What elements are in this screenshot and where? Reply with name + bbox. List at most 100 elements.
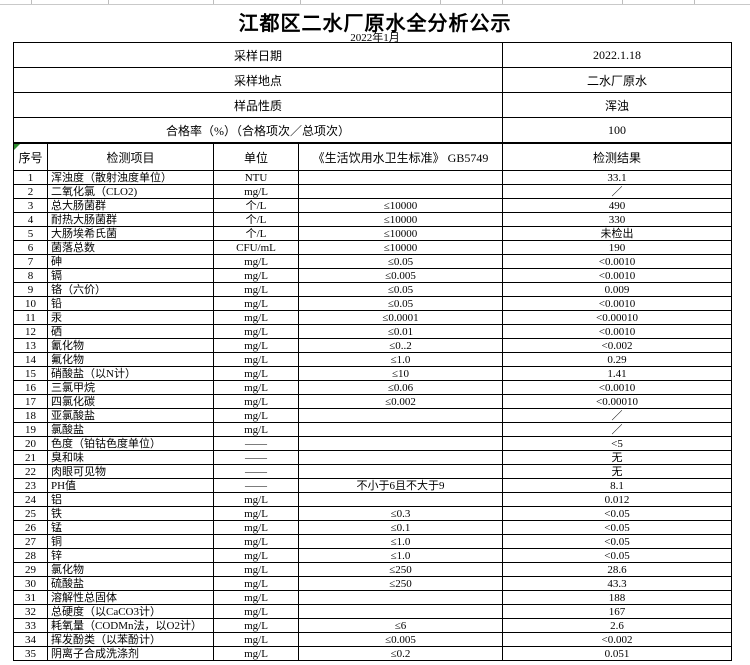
spreadsheet-gridline-strip bbox=[0, 0, 750, 5]
table-row: 3 总大肠菌群 个/L ≤10000 490 bbox=[13, 198, 732, 213]
row-item: 氰化物 bbox=[47, 338, 214, 353]
sampling-info-table: 采样日期 2022.1.18 采样地点 二水厂原水 样品性质 浑浊 合格率（%）… bbox=[13, 42, 732, 143]
row-result: 1.41 bbox=[502, 366, 732, 381]
row-item: 硒 bbox=[47, 324, 214, 339]
row-no: 20 bbox=[13, 436, 48, 451]
row-unit: 个/L bbox=[213, 198, 299, 213]
row-item: 氯化物 bbox=[47, 562, 214, 577]
row-unit: mg/L bbox=[213, 604, 299, 619]
row-standard: ≤0.2 bbox=[298, 646, 503, 661]
row-item: 阴离子合成洗涤剂 bbox=[47, 646, 214, 661]
row-item: 汞 bbox=[47, 310, 214, 325]
table-row: 21 臭和味 —— 无 bbox=[13, 450, 732, 465]
row-unit: mg/L bbox=[213, 324, 299, 339]
row-standard: ≤10000 bbox=[298, 240, 503, 255]
row-standard: ≤0.05 bbox=[298, 254, 503, 269]
row-standard: ≤10000 bbox=[298, 226, 503, 241]
row-unit: mg/L bbox=[213, 408, 299, 423]
info-label: 合格率（%）（合格项次／总项次） bbox=[13, 117, 503, 143]
row-no: 24 bbox=[13, 492, 48, 507]
row-item: 铬（六价） bbox=[47, 282, 214, 297]
row-result: <0.05 bbox=[502, 506, 732, 521]
row-item: 硫酸盐 bbox=[47, 576, 214, 591]
row-no: 28 bbox=[13, 548, 48, 563]
row-result: 490 bbox=[502, 198, 732, 213]
row-standard bbox=[298, 184, 503, 199]
row-result: 0.29 bbox=[502, 352, 732, 367]
row-no: 12 bbox=[13, 324, 48, 339]
page-title: 江都区二水厂原水全分析公示 bbox=[238, 13, 512, 35]
row-unit: mg/L bbox=[213, 506, 299, 521]
row-unit: mg/L bbox=[213, 338, 299, 353]
excel-error-triangle-icon bbox=[14, 144, 20, 150]
row-result: <0.0010 bbox=[502, 268, 732, 283]
info-row-pass-rate: 合格率（%）（合格项次／总项次） 100 bbox=[13, 117, 732, 143]
table-row: 5 大肠埃希氏菌 个/L ≤10000 未检出 bbox=[13, 226, 732, 241]
table-row: 34 挥发酚类（以苯酚计） mg/L ≤0.005 <0.002 bbox=[13, 632, 732, 647]
row-result: <0.05 bbox=[502, 520, 732, 535]
table-row: 16 三氯甲烷 mg/L ≤0.06 <0.0010 bbox=[13, 380, 732, 395]
row-result: 无 bbox=[502, 450, 732, 465]
row-standard: ≤0.0001 bbox=[298, 310, 503, 325]
row-unit: mg/L bbox=[213, 296, 299, 311]
row-standard: ≤0.1 bbox=[298, 520, 503, 535]
table-row: 31 溶解性总固体 mg/L 188 bbox=[13, 590, 732, 605]
row-no: 34 bbox=[13, 632, 48, 647]
row-unit: —— bbox=[213, 478, 299, 493]
row-unit: mg/L bbox=[213, 310, 299, 325]
grid-tick-icon bbox=[213, 0, 214, 4]
grid-tick-icon bbox=[502, 0, 503, 4]
row-result: 43.3 bbox=[502, 576, 732, 591]
info-row-sample-nature: 样品性质 浑浊 bbox=[13, 92, 732, 118]
grid-tick-icon bbox=[31, 0, 32, 4]
grid-tick-icon bbox=[622, 0, 623, 4]
row-result: 28.6 bbox=[502, 562, 732, 577]
row-unit: mg/L bbox=[213, 632, 299, 647]
row-result: ／ bbox=[502, 408, 732, 423]
row-item: 浑浊度（散射浊度单位） bbox=[47, 170, 214, 185]
row-result: <0.002 bbox=[502, 632, 732, 647]
row-result: 0.009 bbox=[502, 282, 732, 297]
row-standard: ≤10000 bbox=[298, 198, 503, 213]
row-standard bbox=[298, 464, 503, 479]
info-label: 采样地点 bbox=[13, 67, 503, 93]
row-standard: ≤10 bbox=[298, 366, 503, 381]
row-item: 溶解性总固体 bbox=[47, 590, 214, 605]
row-unit: mg/L bbox=[213, 268, 299, 283]
row-item: 氟化物 bbox=[47, 352, 214, 367]
row-no: 17 bbox=[13, 394, 48, 409]
row-result: 33.1 bbox=[502, 170, 732, 185]
header-item: 检测项目 bbox=[47, 143, 214, 171]
info-row-sampling-date: 采样日期 2022.1.18 bbox=[13, 42, 732, 68]
info-row-sampling-location: 采样地点 二水厂原水 bbox=[13, 67, 732, 93]
row-unit: mg/L bbox=[213, 282, 299, 297]
row-result: 330 bbox=[502, 212, 732, 227]
row-standard: ≤0.005 bbox=[298, 632, 503, 647]
test-results-table: 序号 检测项目 单位 《生活饮用水卫生标准》 GB5749 检测结果 1 浑浊度（… bbox=[13, 143, 732, 661]
row-result: 188 bbox=[502, 590, 732, 605]
row-item: 锰 bbox=[47, 520, 214, 535]
info-label: 样品性质 bbox=[13, 92, 503, 118]
results-header-row: 序号 检测项目 单位 《生活饮用水卫生标准》 GB5749 检测结果 bbox=[13, 143, 732, 171]
table-row: 13 氰化物 mg/L ≤0..2 <0.002 bbox=[13, 338, 732, 353]
row-unit: mg/L bbox=[213, 562, 299, 577]
row-unit: CFU/mL bbox=[213, 240, 299, 255]
row-item: 挥发酚类（以苯酚计） bbox=[47, 632, 214, 647]
header-no: 序号 bbox=[13, 143, 48, 171]
table-row: 26 锰 mg/L ≤0.1 <0.05 bbox=[13, 520, 732, 535]
row-no: 23 bbox=[13, 478, 48, 493]
row-standard bbox=[298, 492, 503, 507]
row-unit: mg/L bbox=[213, 366, 299, 381]
row-unit: mg/L bbox=[213, 184, 299, 199]
row-unit: NTU bbox=[213, 170, 299, 185]
info-value: 2022.1.18 bbox=[502, 42, 732, 68]
row-item: 耗氧量（CODMn法，以O2计） bbox=[47, 618, 214, 633]
row-unit: mg/L bbox=[213, 548, 299, 563]
row-result: ／ bbox=[502, 184, 732, 199]
results-tbody: 1 浑浊度（散射浊度单位） NTU 33.1 2 二氧化氯（CLO2) mg/L ／ 3 总大肠菌… bbox=[13, 170, 732, 661]
row-standard: ≤250 bbox=[298, 576, 503, 591]
row-result: 0.012 bbox=[502, 492, 732, 507]
table-row: 1 浑浊度（散射浊度单位） NTU 33.1 bbox=[13, 170, 732, 185]
row-no: 4 bbox=[13, 212, 48, 227]
